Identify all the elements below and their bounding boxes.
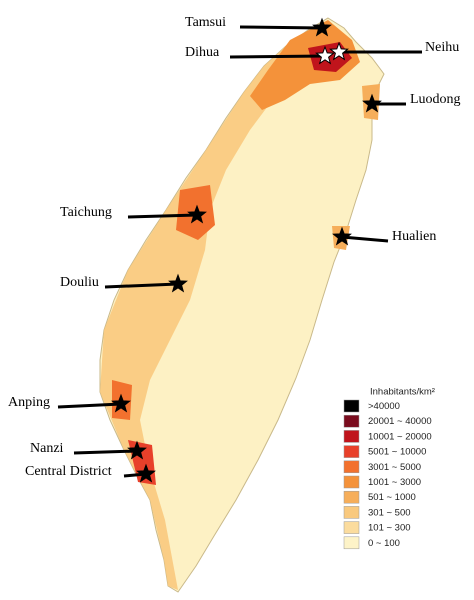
place-star <box>329 41 349 61</box>
legend-label: 501 ~ 1000 <box>368 492 416 503</box>
leader-line <box>57 402 122 409</box>
leader-line <box>341 235 389 243</box>
place-label: Douliu <box>60 275 99 290</box>
place-star <box>332 226 352 246</box>
place-star <box>111 393 131 413</box>
legend-label: 1001 ~ 3000 <box>368 477 421 488</box>
legend-label: 10001 ~ 20000 <box>368 431 432 442</box>
place-star <box>127 440 147 460</box>
place-label: Anping <box>8 395 50 410</box>
place-label: Neihu <box>425 40 459 55</box>
legend-swatch <box>343 506 360 519</box>
legend-swatch <box>343 414 360 428</box>
leader-line <box>229 54 326 59</box>
place-star <box>187 204 207 224</box>
place-star <box>362 93 382 113</box>
place-label: Luodong <box>410 92 461 107</box>
legend-swatch <box>343 536 360 550</box>
place-label: Nanzi <box>30 441 64 456</box>
place-label: Dihua <box>185 45 220 60</box>
place-label: Central District <box>25 464 112 479</box>
legend-label: 20001 ~ 40000 <box>368 416 432 427</box>
legend-swatch <box>343 430 360 443</box>
place-star <box>315 45 335 65</box>
leader-line <box>73 449 138 455</box>
legend-swatch <box>343 445 360 458</box>
legend-swatch <box>343 475 360 489</box>
legend-swatch <box>343 460 360 474</box>
legend-label: 301 ~ 500 <box>368 507 411 518</box>
place-star <box>168 273 188 293</box>
density-west <box>100 46 300 590</box>
legend-swatch <box>343 399 360 413</box>
place-star <box>312 17 332 37</box>
place-label: Tamsui <box>185 15 226 30</box>
legend-title: Inhabitants/km² <box>370 387 435 398</box>
legend-label: 5001 ~ 10000 <box>368 447 426 458</box>
place-star <box>136 463 156 483</box>
leader-line <box>127 213 198 219</box>
place-label: Hualien <box>392 229 436 244</box>
density-north <box>250 20 360 110</box>
legend-label: 3001 ~ 5000 <box>368 462 421 473</box>
legend-label: >40000 <box>368 401 400 412</box>
legend-swatch <box>343 490 360 504</box>
leader-line <box>104 282 179 289</box>
legend-swatch <box>343 521 360 534</box>
place-label: Taichung <box>60 205 112 220</box>
leader-line <box>239 25 323 30</box>
legend-label: 101 ~ 300 <box>368 523 411 534</box>
legend-label: 0 ~ 100 <box>368 538 400 549</box>
